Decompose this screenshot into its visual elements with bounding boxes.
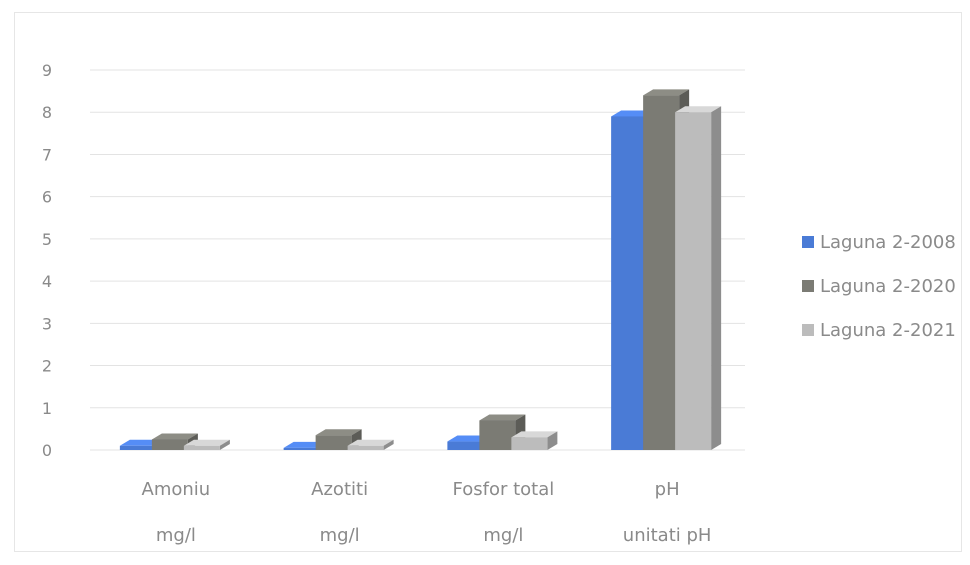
bar — [151, 439, 188, 450]
x-unit-label: mg/l — [320, 525, 360, 546]
bar-top — [151, 433, 198, 440]
y-tick-label: 8 — [42, 103, 52, 122]
bar — [643, 95, 680, 450]
legend-swatch — [802, 280, 814, 292]
bar-side — [219, 439, 230, 450]
chart-frame — [14, 12, 962, 552]
bar-top — [511, 431, 558, 438]
bar-top — [183, 439, 230, 446]
bar-top — [347, 439, 394, 446]
y-tick-label: 4 — [42, 272, 52, 291]
bar — [447, 441, 484, 450]
bar — [183, 445, 220, 450]
x-category-label: Fosfor total — [453, 479, 555, 500]
legend: Laguna 2-2008 Laguna 2-2020 Laguna 2-2021 — [802, 232, 956, 341]
legend-swatch — [802, 236, 814, 248]
bar-side — [383, 439, 394, 450]
legend-label: Laguna 2-2020 — [820, 276, 956, 297]
bar — [283, 447, 320, 450]
bar-top — [479, 414, 526, 421]
legend-swatch — [802, 324, 814, 336]
y-axis: 0 1 2 3 4 5 6 7 8 9 — [42, 61, 52, 460]
bar-side — [711, 106, 722, 450]
y-tick-label: 5 — [42, 230, 52, 249]
legend-label: Laguna 2-2008 — [820, 232, 956, 253]
y-tick-label: 9 — [42, 61, 52, 80]
bars — [119, 89, 722, 450]
bar — [119, 445, 156, 450]
x-unit-label: mg/l — [483, 525, 523, 546]
x-category-label: Azotiti — [311, 479, 368, 500]
bar — [347, 445, 384, 450]
bar-side — [547, 431, 558, 450]
y-tick-label: 6 — [42, 188, 52, 207]
x-unit-label: unitati pH — [623, 525, 712, 546]
bar-top — [675, 106, 722, 113]
bar — [511, 437, 548, 450]
x-category-label: Amoniu — [142, 479, 211, 500]
bar — [611, 116, 648, 450]
y-tick-label: 7 — [42, 145, 52, 164]
y-tick-label: 2 — [42, 357, 52, 376]
bar — [479, 420, 516, 450]
bar — [315, 435, 352, 450]
legend-label: Laguna 2-2021 — [820, 320, 956, 341]
y-tick-label: 1 — [42, 399, 52, 418]
x-category-label: pH — [655, 479, 680, 500]
bar-top — [643, 89, 690, 96]
bar — [675, 112, 712, 450]
y-tick-label: 0 — [42, 441, 52, 460]
x-axis: Amoniu mg/l Azotiti mg/l Fosfor total mg/l pH u… — [142, 479, 712, 546]
x-unit-label: mg/l — [156, 525, 196, 546]
y-tick-label: 3 — [42, 314, 52, 333]
bar-top — [315, 429, 362, 436]
